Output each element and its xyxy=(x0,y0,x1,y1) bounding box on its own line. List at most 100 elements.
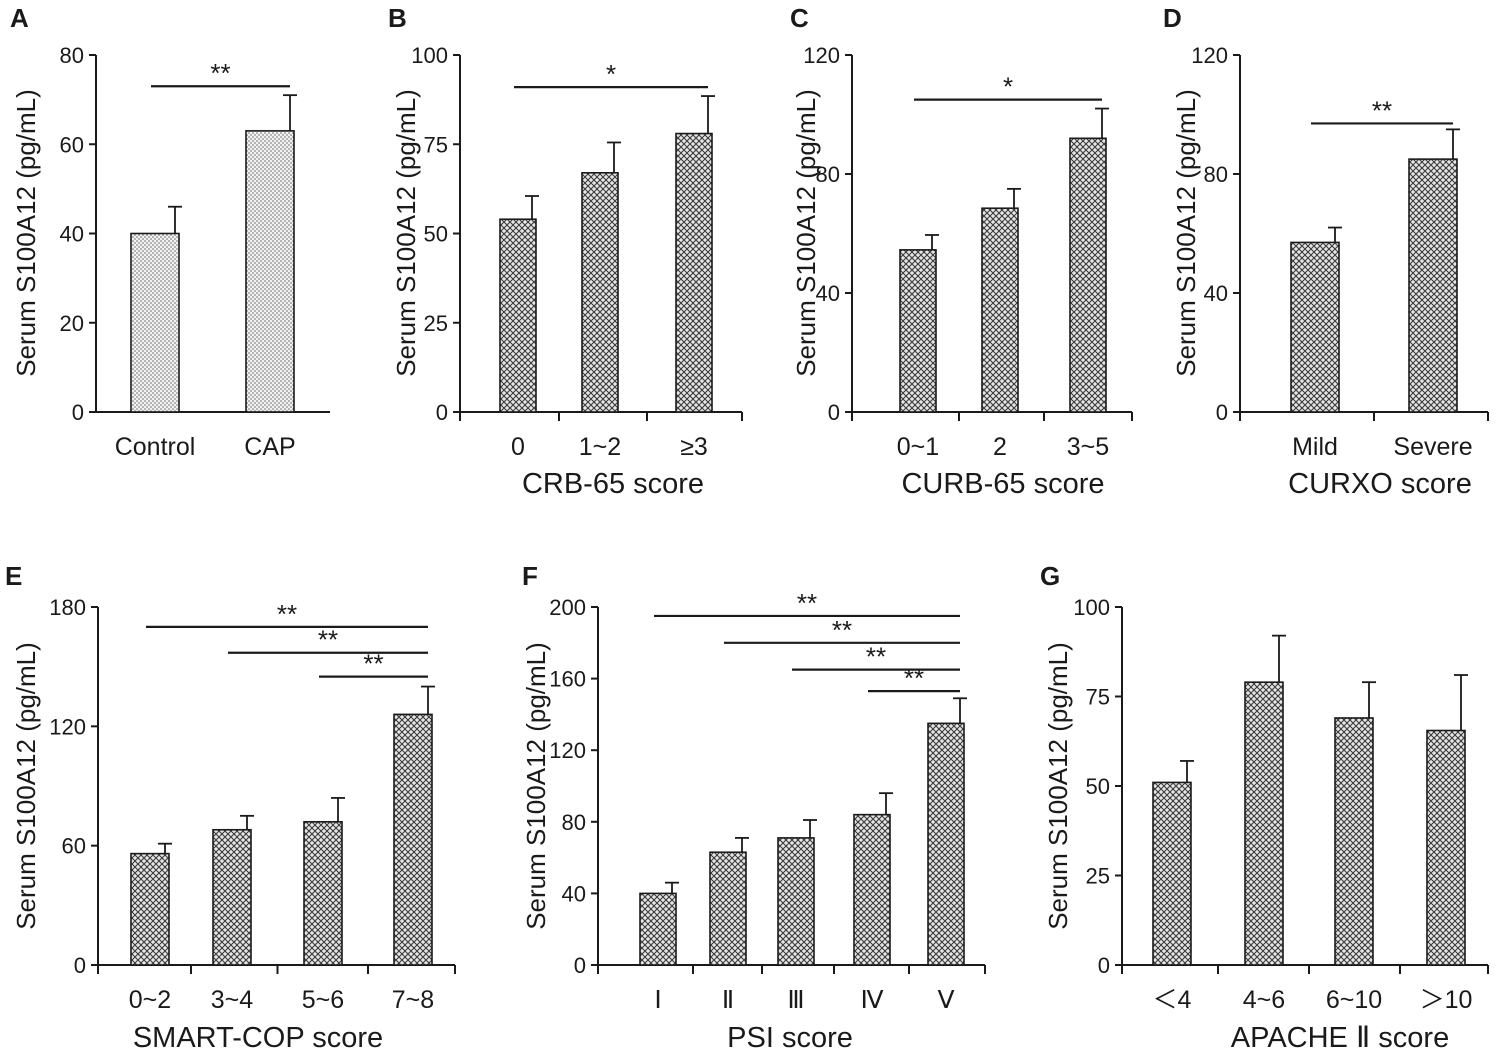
x-tick-label: Mild xyxy=(1292,433,1338,461)
bar-3 xyxy=(1334,717,1374,966)
panel-b: B Serum S100A12 (pg/mL) 0 25 50 75 100 0 1~2 ≥3 CR… xyxy=(388,3,743,500)
x-tick-label: 5~6 xyxy=(302,986,344,1014)
significance-marker: ** xyxy=(797,588,817,618)
y-tick-label: 0 xyxy=(436,400,448,425)
bar-2 xyxy=(709,851,747,966)
significance-marker: * xyxy=(606,59,616,89)
panel-f: F Serum S100A12 (pg/mL) 0 40 80 120 160 200 Ⅰ Ⅱ Ⅲ Ⅳ… xyxy=(521,561,986,1054)
x-tick-label: 0 xyxy=(511,433,525,461)
x-tick-label: ≥3 xyxy=(680,433,708,461)
x-tick-label: 2 xyxy=(993,433,1007,461)
y-tick-label: 60 xyxy=(62,834,86,859)
y-axis-label: Serum S100A12 (pg/mL) xyxy=(1043,642,1073,930)
y-tick-label: 50 xyxy=(424,222,448,247)
bar-1 xyxy=(899,249,937,413)
y-tick-label: 120 xyxy=(549,738,586,763)
bar-2 xyxy=(1244,681,1284,966)
panel-g: G Serum S100A12 (pg/mL) 0 25 50 75 100 ＜4 4~6 6~1… xyxy=(1040,561,1489,1054)
x-tick-label: Ⅰ xyxy=(654,986,661,1014)
x-axis-label: CURB-65 score xyxy=(901,468,1104,500)
y-tick-label: 0 xyxy=(574,953,586,978)
significance-marker: * xyxy=(1003,72,1013,102)
y-tick-label: 120 xyxy=(49,714,86,739)
x-tick-label: 0~1 xyxy=(897,433,939,461)
x-axis-label: SMART-COP score xyxy=(133,1022,383,1054)
bar-4 xyxy=(393,713,433,966)
bar-1 xyxy=(130,852,170,966)
x-tick-label: CAP xyxy=(244,433,295,461)
significance-marker: ** xyxy=(866,642,886,672)
y-tick-label: 75 xyxy=(424,132,448,157)
significance-marker: ** xyxy=(832,615,852,645)
panel-letter: B xyxy=(388,3,407,33)
y-tick-label: 180 xyxy=(49,595,86,620)
y-tick-label: 0 xyxy=(72,400,84,425)
bar-3 xyxy=(303,820,343,966)
x-tick-label: 1~2 xyxy=(579,433,621,461)
significance-marker: ** xyxy=(1372,95,1392,125)
x-tick-label: ＜4 xyxy=(1153,986,1192,1014)
panel-letter: D xyxy=(1163,3,1182,33)
x-tick-label: Severe xyxy=(1393,433,1472,461)
x-tick-label: 0~2 xyxy=(129,986,171,1014)
bar-2 xyxy=(981,207,1019,413)
panel-letter: F xyxy=(522,561,538,591)
y-tick-label: 40 xyxy=(816,281,840,306)
x-axis-label: APACHE Ⅱ score xyxy=(1231,1022,1449,1054)
x-tick-label: Ⅳ xyxy=(860,986,883,1014)
bar-1 xyxy=(130,232,180,413)
y-axis-label: Serum S100A12 (pg/mL) xyxy=(391,89,421,377)
panel-d: D Serum S100A12 (pg/mL) 0 40 80 120 Mild Severe… xyxy=(1163,3,1489,500)
y-axis-label: Serum S100A12 (pg/mL) xyxy=(11,89,41,377)
bar-1 xyxy=(499,218,537,413)
bar-1 xyxy=(1152,781,1192,966)
x-axis-label: CURXO score xyxy=(1288,468,1472,500)
y-tick-label: 25 xyxy=(424,311,448,336)
x-tick-label: Ⅲ xyxy=(787,986,804,1014)
panel-letter: A xyxy=(10,3,29,33)
x-tick-label: Ⅱ xyxy=(722,986,734,1014)
bar-1 xyxy=(1290,241,1340,413)
x-tick-label: ＞10 xyxy=(1420,986,1473,1014)
x-tick-label: 4~6 xyxy=(1243,986,1285,1014)
bar-2 xyxy=(1408,158,1458,413)
y-tick-label: 120 xyxy=(1191,43,1228,68)
significance-marker: ** xyxy=(210,58,230,88)
y-tick-label: 100 xyxy=(1073,595,1110,620)
y-tick-label: 75 xyxy=(1086,685,1110,710)
x-tick-label: Ⅴ xyxy=(937,986,954,1014)
y-tick-label: 40 xyxy=(60,222,84,247)
significance-marker: ** xyxy=(363,649,383,679)
x-tick-label: 7~8 xyxy=(392,986,434,1014)
panel-a: A Serum S100A12 (pg/mL) 0 20 40 60 80 Control CA… xyxy=(10,3,330,461)
y-tick-label: 25 xyxy=(1086,864,1110,889)
y-tick-label: 0 xyxy=(1216,400,1228,425)
x-axis-label: PSI score xyxy=(727,1022,853,1054)
panel-c: C Serum S100A12 (pg/mL) 0 40 80 120 0~1 2 3~5 CUR… xyxy=(790,3,1133,500)
y-tick-label: 100 xyxy=(411,43,448,68)
y-tick-label: 40 xyxy=(1204,281,1228,306)
y-tick-label: 80 xyxy=(816,162,840,187)
bar-2 xyxy=(581,172,619,413)
bar-2 xyxy=(212,828,252,966)
x-axis-label: CRB-65 score xyxy=(522,468,704,500)
y-axis-label: Serum S100A12 (pg/mL) xyxy=(1171,89,1201,377)
y-axis-label: Serum S100A12 (pg/mL) xyxy=(521,642,551,930)
x-tick-label: 3~4 xyxy=(211,986,254,1014)
bar-3 xyxy=(777,837,815,966)
y-tick-label: 160 xyxy=(549,667,586,692)
y-tick-label: 0 xyxy=(74,953,86,978)
panel-letter: G xyxy=(1040,561,1060,591)
y-tick-label: 80 xyxy=(1204,162,1228,187)
y-tick-label: 80 xyxy=(60,43,84,68)
panel-letter: C xyxy=(790,3,809,33)
bar-2 xyxy=(245,130,295,413)
y-tick-label: 200 xyxy=(549,595,586,620)
bar-3 xyxy=(675,132,713,413)
y-tick-label: 60 xyxy=(60,132,84,157)
panel-letter: E xyxy=(5,561,22,591)
y-tick-label: 0 xyxy=(1098,953,1110,978)
y-axis-label: Serum S100A12 (pg/mL) xyxy=(11,642,41,930)
